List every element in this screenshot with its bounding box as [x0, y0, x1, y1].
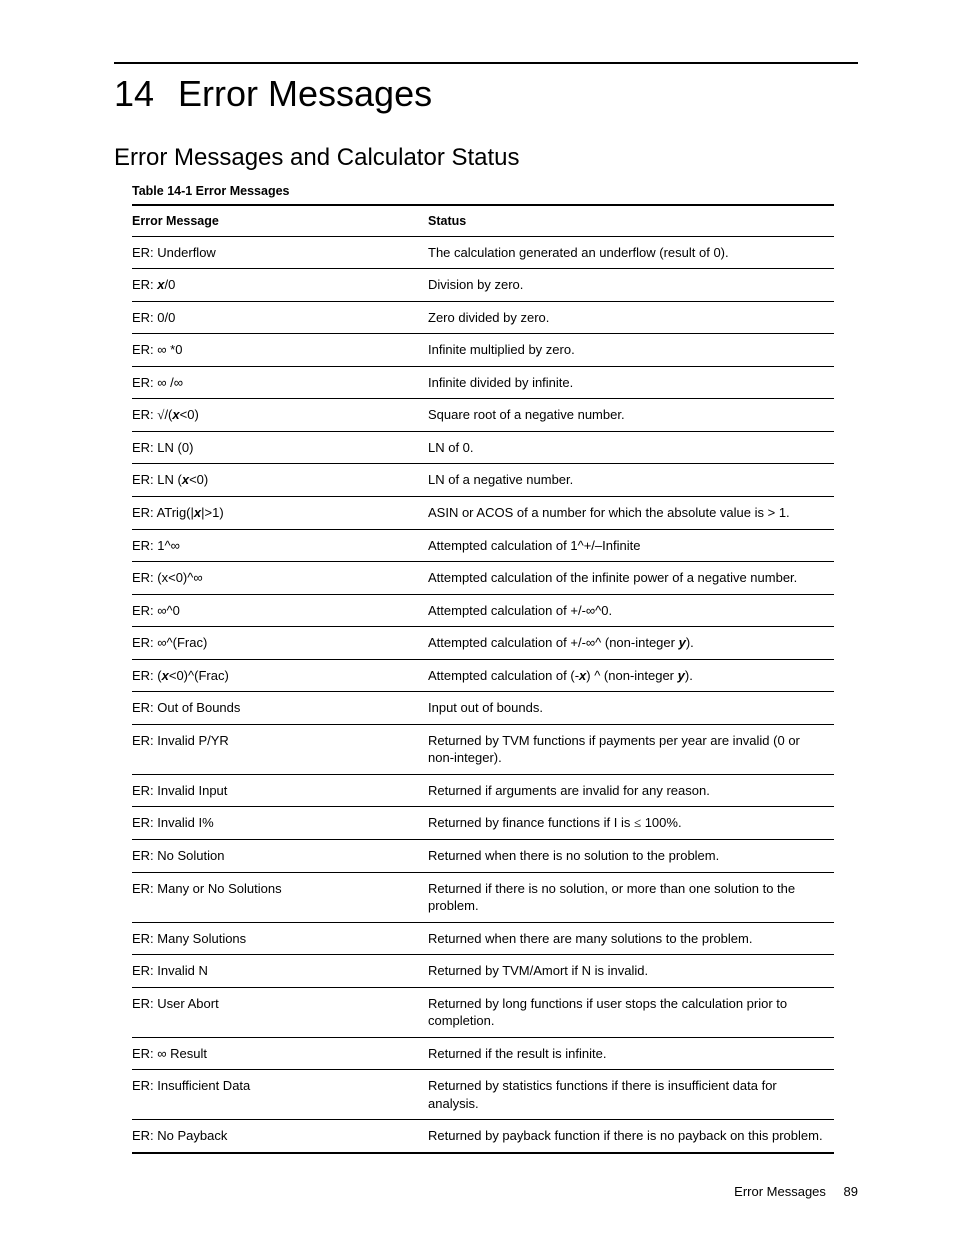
cell-status: Returned by statistics functions if ther… — [428, 1070, 834, 1120]
cell-error-message: ER: √/(x<0) — [132, 399, 428, 432]
table-row: ER: Invalid NReturned by TVM/Amort if N … — [132, 955, 834, 988]
table-row: ER: 0/0Zero divided by zero. — [132, 301, 834, 334]
cell-error-message: ER: ∞ Result — [132, 1037, 428, 1070]
cell-status: Returned by long functions if user stops… — [428, 987, 834, 1037]
cell-status: Division by zero. — [428, 269, 834, 302]
cell-error-message: ER: 0/0 — [132, 301, 428, 334]
cell-status: Returned if arguments are invalid for an… — [428, 774, 834, 807]
table-caption: Table 14-1 Error Messages — [132, 184, 858, 198]
cell-status: Attempted calculation of +/-∞^ (non-inte… — [428, 627, 834, 660]
cell-error-message: ER: ∞^0 — [132, 594, 428, 627]
table-row: ER: No PaybackReturned by payback functi… — [132, 1120, 834, 1153]
footer-label: Error Messages — [734, 1184, 826, 1199]
col-header-error-message: Error Message — [132, 205, 428, 237]
table-row: ER: √/(x<0)Square root of a negative num… — [132, 399, 834, 432]
cell-status: Zero divided by zero. — [428, 301, 834, 334]
table-row: ER: ATrig(|x|>1)ASIN or ACOS of a number… — [132, 496, 834, 529]
cell-status: Attempted calculation of (-x) ^ (non-int… — [428, 659, 834, 692]
cell-error-message: ER: Insufficient Data — [132, 1070, 428, 1120]
cell-error-message: ER: Many Solutions — [132, 922, 428, 955]
footer-page-number: 89 — [844, 1184, 858, 1199]
cell-status: LN of a negative number. — [428, 464, 834, 497]
cell-error-message: ER: 1^∞ — [132, 529, 428, 562]
cell-error-message: ER: Invalid P/YR — [132, 724, 428, 774]
cell-error-message: ER: ∞^(Frac) — [132, 627, 428, 660]
cell-status: Returned by payback function if there is… — [428, 1120, 834, 1153]
cell-status: Attempted calculation of the infinite po… — [428, 562, 834, 595]
table-row: ER: (x<0)^∞Attempted calculation of the … — [132, 562, 834, 595]
cell-error-message: ER: (x<0)^∞ — [132, 562, 428, 595]
cell-status: Infinite multiplied by zero. — [428, 334, 834, 367]
chapter-heading: 14 Error Messages — [114, 74, 858, 114]
error-messages-table: Error Message Status ER: UnderflowThe ca… — [132, 204, 834, 1154]
cell-error-message: ER: ∞ /∞ — [132, 366, 428, 399]
cell-status: Returned if there is no solution, or mor… — [428, 872, 834, 922]
cell-status: Returned when there are many solutions t… — [428, 922, 834, 955]
page-footer: Error Messages 89 — [734, 1184, 858, 1199]
table-body: ER: UnderflowThe calculation generated a… — [132, 236, 834, 1153]
cell-status: LN of 0. — [428, 431, 834, 464]
table-row: ER: (x<0)^(Frac)Attempted calculation of… — [132, 659, 834, 692]
cell-status: The calculation generated an underflow (… — [428, 236, 834, 269]
table-row: ER: Invalid I%Returned by finance functi… — [132, 807, 834, 840]
cell-status: Infinite divided by infinite. — [428, 366, 834, 399]
table-row: ER: ∞^(Frac)Attempted calculation of +/-… — [132, 627, 834, 660]
cell-error-message: ER: No Solution — [132, 839, 428, 872]
cell-error-message: ER: ATrig(|x|>1) — [132, 496, 428, 529]
table-row: ER: Many SolutionsReturned when there ar… — [132, 922, 834, 955]
table-row: ER: ∞ *0Infinite multiplied by zero. — [132, 334, 834, 367]
table-header-row: Error Message Status — [132, 205, 834, 237]
cell-status: Returned by finance functions if I is ≤ … — [428, 807, 834, 840]
cell-status: ASIN or ACOS of a number for which the a… — [428, 496, 834, 529]
table-row: ER: ∞^0Attempted calculation of +/-∞^0. — [132, 594, 834, 627]
cell-error-message: ER: Out of Bounds — [132, 692, 428, 725]
table-row: ER: LN (0)LN of 0. — [132, 431, 834, 464]
cell-error-message: ER: x/0 — [132, 269, 428, 302]
table-row: ER: Insufficient DataReturned by statist… — [132, 1070, 834, 1120]
cell-error-message: ER: (x<0)^(Frac) — [132, 659, 428, 692]
section-heading: Error Messages and Calculator Status — [114, 144, 858, 172]
table-row: ER: x/0Division by zero. — [132, 269, 834, 302]
cell-status: Returned by TVM functions if payments pe… — [428, 724, 834, 774]
chapter-number: 14 — [114, 74, 168, 114]
cell-error-message: ER: Many or No Solutions — [132, 872, 428, 922]
cell-status: Returned when there is no solution to th… — [428, 839, 834, 872]
table-row: ER: Many or No SolutionsReturned if ther… — [132, 872, 834, 922]
cell-error-message: ER: Invalid N — [132, 955, 428, 988]
table-row: ER: Invalid InputReturned if arguments a… — [132, 774, 834, 807]
cell-error-message: ER: ∞ *0 — [132, 334, 428, 367]
table-row: ER: No SolutionReturned when there is no… — [132, 839, 834, 872]
col-header-status: Status — [428, 205, 834, 237]
cell-error-message: ER: LN (0) — [132, 431, 428, 464]
cell-status: Input out of bounds. — [428, 692, 834, 725]
top-rule — [114, 62, 858, 64]
cell-error-message: ER: Invalid I% — [132, 807, 428, 840]
table-row: ER: Invalid P/YRReturned by TVM function… — [132, 724, 834, 774]
table-row: ER: ∞ ResultReturned if the result is in… — [132, 1037, 834, 1070]
table-row: ER: 1^∞Attempted calculation of 1^+/–Inf… — [132, 529, 834, 562]
table-row: ER: UnderflowThe calculation generated a… — [132, 236, 834, 269]
cell-status: Square root of a negative number. — [428, 399, 834, 432]
cell-status: Attempted calculation of +/-∞^0. — [428, 594, 834, 627]
cell-error-message: ER: LN (x<0) — [132, 464, 428, 497]
table-row: ER: User AbortReturned by long functions… — [132, 987, 834, 1037]
cell-status: Attempted calculation of 1^+/–Infinite — [428, 529, 834, 562]
cell-error-message: ER: User Abort — [132, 987, 428, 1037]
table-row: ER: ∞ /∞Infinite divided by infinite. — [132, 366, 834, 399]
cell-status: Returned if the result is infinite. — [428, 1037, 834, 1070]
page: 14 Error Messages Error Messages and Cal… — [0, 0, 954, 1235]
chapter-title: Error Messages — [178, 73, 432, 114]
table-row: ER: LN (x<0)LN of a negative number. — [132, 464, 834, 497]
cell-status: Returned by TVM/Amort if N is invalid. — [428, 955, 834, 988]
table-row: ER: Out of BoundsInput out of bounds. — [132, 692, 834, 725]
cell-error-message: ER: No Payback — [132, 1120, 428, 1153]
cell-error-message: ER: Invalid Input — [132, 774, 428, 807]
cell-error-message: ER: Underflow — [132, 236, 428, 269]
